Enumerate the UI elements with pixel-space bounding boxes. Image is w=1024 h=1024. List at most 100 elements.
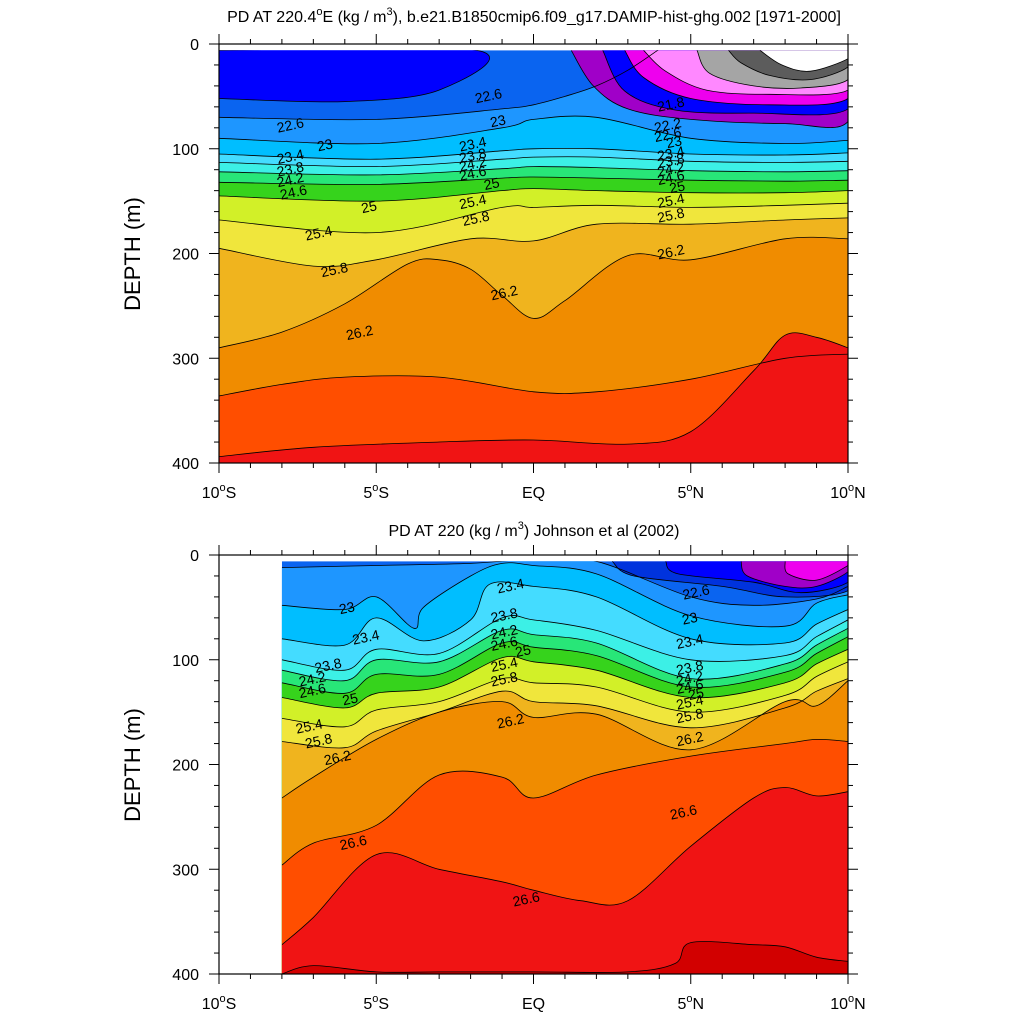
isopycnal-line-26.2 — [281, 680, 848, 799]
surface-layer-line-22.2 — [611, 561, 848, 598]
contour-label: 25.4 — [458, 191, 488, 212]
panel-observed-section: PD AT 220 (kg / m3) Johnson et al (2002)… — [120, 520, 866, 1013]
x-tick-number: 10 — [202, 996, 220, 1013]
contour-label: 25.4 — [675, 691, 705, 712]
contour-fill-group: 22.62323.423.824.224.62525.425.826.222.6… — [219, 50, 848, 463]
contour-label: 25.4 — [656, 190, 686, 211]
contour-label: 24.2 — [656, 158, 686, 179]
x-tick-degree: o — [848, 482, 854, 494]
x-tick-hemisphere: S — [378, 485, 389, 502]
contour-label: 26.6 — [338, 832, 368, 853]
isopycnal-line-26.2 — [219, 236, 848, 349]
x-tick-number: 5 — [677, 485, 686, 502]
panel-title: PD AT 220.4oE (kg / m3), b.e21.B1850cmip… — [227, 6, 841, 26]
contour-label: 24.6 — [297, 680, 327, 701]
contour-label: 25.8 — [675, 705, 705, 726]
x-tick-hemisphere: S — [226, 996, 237, 1013]
contour-label: 25.8 — [304, 730, 334, 751]
x-tick-label: 5oN — [677, 482, 704, 502]
x-tick-label: EQ — [522, 996, 545, 1013]
contour-label: 25.4 — [294, 715, 324, 736]
contour-label: 26.2 — [489, 282, 519, 303]
x-tick-number: 10 — [830, 485, 848, 502]
y-tick-label: 400 — [172, 967, 199, 984]
contour-label: 25.8 — [489, 668, 519, 689]
x-tick-degree: o — [220, 993, 226, 1005]
contour-label: 23.4 — [351, 626, 381, 647]
contour-label: 26.2 — [656, 241, 686, 262]
contour-label: 25 — [668, 177, 687, 196]
panel-title: PD AT 220 (kg / m3) Johnson et al (2002) — [388, 520, 679, 540]
contour-label: 24.6 — [489, 633, 519, 654]
isopycnal-line-26.6 — [281, 738, 848, 866]
x-tick-label: EQ — [522, 485, 545, 502]
x-tick-label: 5oN — [677, 993, 704, 1013]
y-tick-label: 300 — [172, 862, 199, 879]
surface-layer-fill-21.8 — [219, 50, 490, 102]
x-tick-hemisphere: N — [692, 996, 704, 1013]
contour-label: 25 — [341, 689, 360, 708]
isopycnal-line-26.6 — [219, 353, 848, 397]
surface-layer-line-21 — [624, 50, 848, 106]
contour-label: 26.6 — [511, 888, 541, 909]
surface-layer-line-20.6 — [643, 50, 848, 96]
x-tick-number: 5 — [363, 485, 372, 502]
surface-layer-line-21.8 — [665, 561, 848, 594]
contour-label: 25.8 — [656, 204, 686, 225]
panel-title-degree: o — [316, 6, 322, 18]
contour-label: 25 — [482, 174, 501, 193]
x-tick-label: 10oS — [202, 482, 237, 502]
panel-title-part: ), b.e21.B1850cmip6.f09_g17.DAMIP-hist-g… — [393, 9, 841, 26]
isopycnal-line-23 — [281, 562, 848, 629]
contour-label: 24.6 — [458, 162, 488, 183]
y-tick-label: 300 — [172, 351, 199, 368]
contour-label: 23.4 — [458, 133, 488, 154]
x-tick-label: 10oN — [830, 993, 865, 1013]
isopycnal-line-25 — [281, 648, 848, 709]
contour-label: 23.4 — [495, 575, 525, 596]
isopycnal-line-27 — [219, 332, 848, 458]
x-tick-label: 10oN — [830, 482, 865, 502]
contour-label: 23 — [665, 132, 684, 151]
isopycnal-line-23.4 — [281, 581, 848, 647]
x-tick-label: 5oS — [363, 993, 389, 1013]
isopycnal-line-23 — [219, 115, 848, 145]
contour-label: 23.8 — [313, 655, 343, 676]
contour-label: 25.4 — [304, 222, 334, 243]
contour-label: 24.2 — [275, 169, 305, 190]
surface-layer-line-19.8 — [728, 50, 848, 81]
isopycnal-line-23.8 — [219, 156, 848, 168]
contour-label: 25 — [687, 684, 706, 703]
panel-title-part: ) Johnson et al (2002) — [524, 523, 680, 540]
x-tick-hemisphere: N — [854, 996, 866, 1013]
x-tick-number: 5 — [677, 996, 686, 1013]
contour-label: 25 — [514, 641, 533, 660]
y-tick-label: 200 — [172, 247, 199, 264]
surface-layer-line-21.4 — [740, 561, 848, 589]
contour-label: 25.4 — [489, 654, 519, 675]
x-tick-label: 5oS — [363, 482, 389, 502]
surface-layer-line-21.8 — [602, 50, 848, 116]
isopycnal-line-22.6 — [219, 50, 659, 121]
isopycnal-line-24.6 — [219, 176, 848, 185]
x-tick-number: EQ — [522, 996, 545, 1013]
isopycnal-line-27.4 — [281, 941, 848, 974]
panel-title-part: PD AT 220.4 — [227, 9, 316, 26]
contour-label: 23.8 — [458, 145, 488, 166]
contour-label: 24.2 — [297, 668, 327, 689]
y-axis-label: DEPTH (m) — [120, 708, 145, 822]
contour-label: 23.4 — [675, 631, 705, 652]
surface-layer-line-21.4 — [570, 50, 848, 128]
y-tick-label: 100 — [172, 142, 199, 159]
isopycnal-line-25.8 — [281, 678, 848, 749]
contour-label: 26.6 — [668, 801, 698, 822]
x-tick-number: 10 — [202, 485, 220, 502]
panel-ghg-section: PD AT 220.4oE (kg / m3), b.e21.B1850cmip… — [120, 6, 866, 502]
panel-title-superscript: 3 — [518, 520, 524, 532]
y-tick-label: 200 — [172, 758, 199, 775]
x-tick-hemisphere: S — [226, 485, 237, 502]
surface-layer-line-19.4 — [759, 50, 848, 72]
contour-label: 23 — [338, 598, 357, 617]
